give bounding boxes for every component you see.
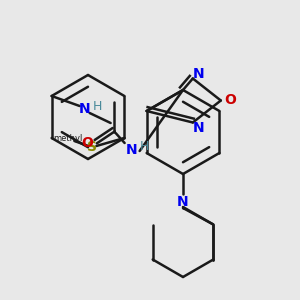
Text: O: O [224, 94, 236, 107]
Text: N: N [177, 195, 189, 209]
Text: H: H [93, 100, 102, 113]
Text: methyl: methyl [54, 134, 83, 142]
Text: H: H [140, 140, 149, 152]
Text: N: N [126, 143, 137, 157]
Text: N: N [193, 121, 205, 134]
Text: S: S [87, 140, 98, 154]
Text: methyl: methyl [54, 134, 83, 142]
Text: N: N [193, 67, 205, 80]
Text: O: O [82, 136, 94, 150]
Text: N: N [79, 102, 90, 116]
